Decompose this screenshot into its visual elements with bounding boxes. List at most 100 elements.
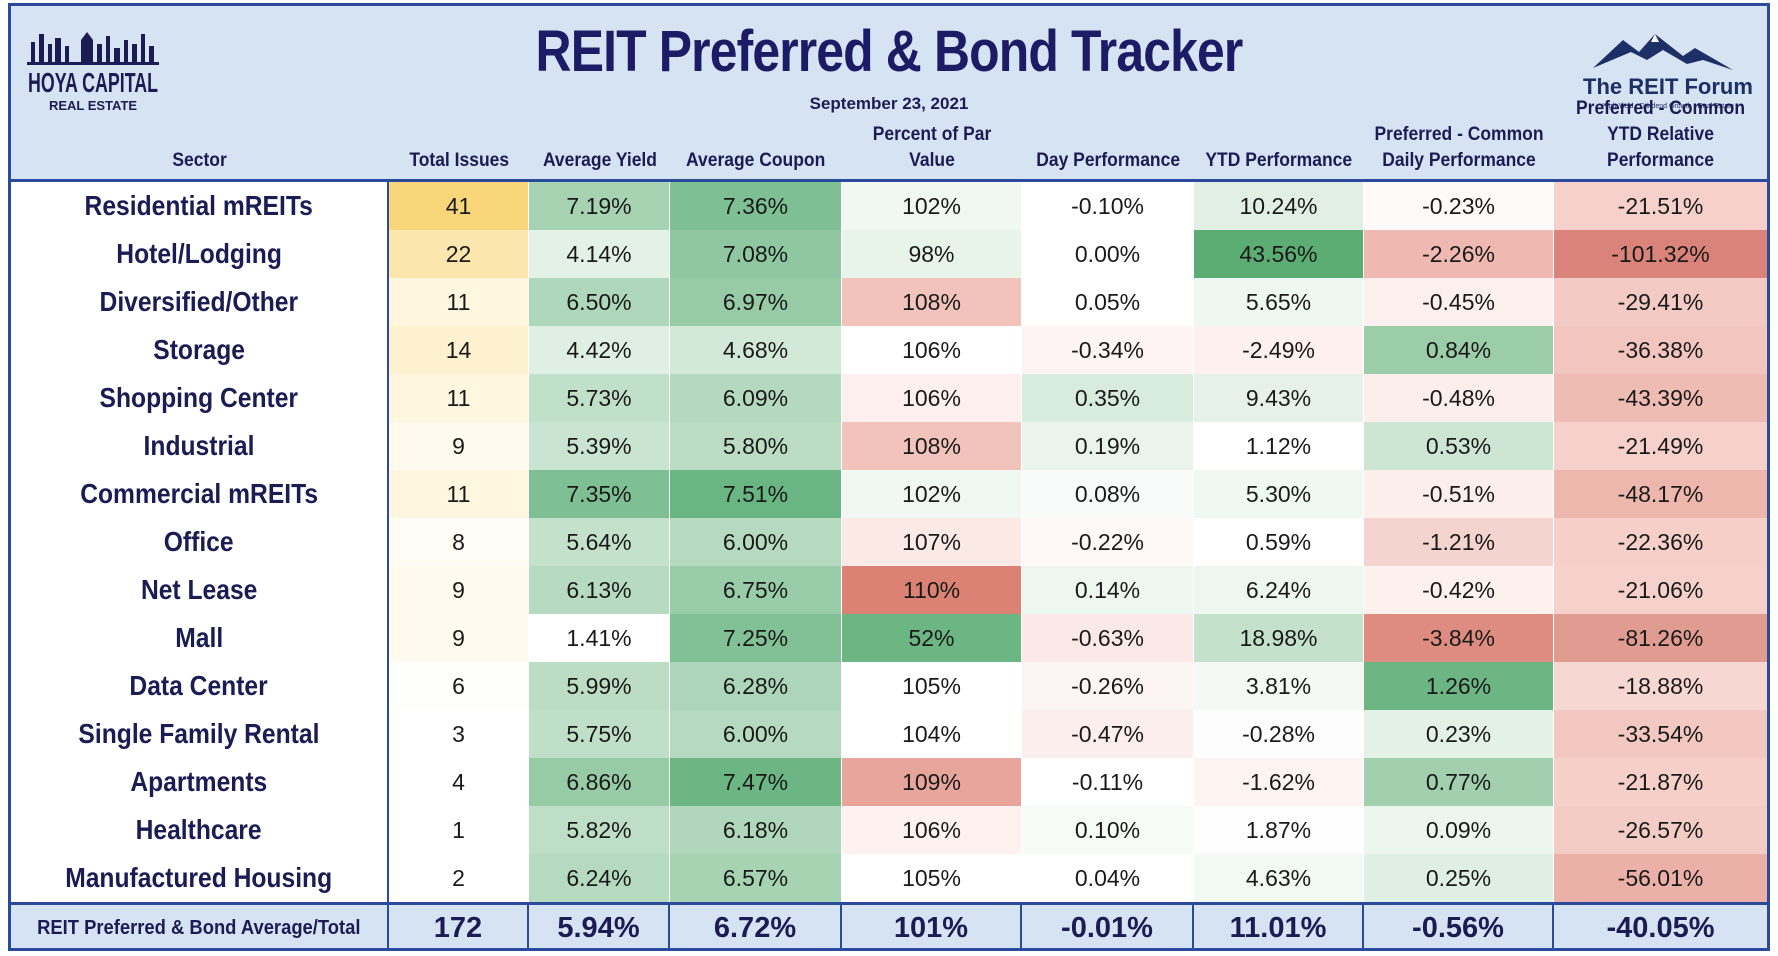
table-row: Apartments 4 6.86% 7.47% 109% -0.11% -1.62% 0.7… — [11, 758, 1767, 806]
cell-day-performance: 0.04% — [1022, 854, 1194, 902]
cell-pref-common-daily: -0.23% — [1364, 182, 1554, 230]
sector-name: Healthcare — [11, 806, 389, 854]
cell-total-issues: 11 — [389, 470, 529, 518]
cell-average-coupon: 7.08% — [670, 230, 842, 278]
cell-day-performance: -0.34% — [1022, 326, 1194, 374]
table-header: HOYA CAPITAL REAL ESTATE REIT Preferred … — [11, 6, 1767, 182]
page-title: REIT Preferred & Bond Tracker — [535, 19, 1244, 84]
cell-total-issues: 9 — [389, 422, 529, 470]
col-header-pref-common-daily: Preferred - Common Daily Performance — [1374, 124, 1544, 171]
cell-ytd-performance: 4.63% — [1194, 854, 1364, 902]
cell-pref-common-daily: 0.84% — [1364, 326, 1554, 374]
cell-pref-common-daily: -0.42% — [1364, 566, 1554, 614]
sector-name: Storage — [11, 326, 389, 374]
cell-average-yield: 5.39% — [529, 422, 670, 470]
cell-total-issues: 14 — [389, 326, 529, 374]
cell-average-yield: 5.82% — [529, 806, 670, 854]
sector-name: Single Family Rental — [11, 710, 389, 758]
cell-average-yield: 7.35% — [529, 470, 670, 518]
cell-percent-of-par: 110% — [842, 566, 1022, 614]
svg-text:The REIT Forum: The REIT Forum — [1583, 74, 1753, 99]
cell-average-coupon: 7.25% — [670, 614, 842, 662]
sector-label: Diversified/Other — [99, 286, 299, 317]
cell-pref-common-daily: 0.53% — [1364, 422, 1554, 470]
cell-ytd-performance: -2.49% — [1194, 326, 1364, 374]
cell-percent-of-par: 107% — [842, 518, 1022, 566]
hoya-capital-logo: HOYA CAPITAL REAL ESTATE — [21, 14, 171, 124]
cell-average-yield: 7.19% — [529, 182, 670, 230]
cell-percent-of-par: 105% — [842, 662, 1022, 710]
cell-day-performance: -0.63% — [1022, 614, 1194, 662]
cell-total-issues: 41 — [389, 182, 529, 230]
cell-day-performance: -0.22% — [1022, 518, 1194, 566]
cell-pref-common-ytd: -21.87% — [1554, 758, 1767, 806]
table-row: Office 8 5.64% 6.00% 107% -0.22% 0.59% -1.21% -2… — [11, 518, 1767, 566]
cell-ytd-performance: 18.98% — [1194, 614, 1364, 662]
cell-total-issues: 8 — [389, 518, 529, 566]
cell-total-issues: 9 — [389, 614, 529, 662]
cell-percent-of-par: 102% — [842, 470, 1022, 518]
table-row: Shopping Center 11 5.73% 6.09% 106% 0.35% 9.43… — [11, 374, 1767, 422]
sector-label: Residential mREITs — [84, 190, 314, 221]
cell-ytd-performance: 5.30% — [1194, 470, 1364, 518]
footer-percent-of-par: 101% — [842, 905, 1022, 948]
sector-label: Office — [164, 526, 234, 557]
table-row: Manufactured Housing 2 6.24% 6.57% 105% 0.04%… — [11, 854, 1767, 902]
footer-label: REIT Preferred & Bond Average/Total — [11, 905, 389, 948]
cell-ytd-performance: -1.62% — [1194, 758, 1364, 806]
table-row: Diversified/Other 11 6.50% 6.97% 108% 0.05% 5.… — [11, 278, 1767, 326]
cell-percent-of-par: 106% — [842, 374, 1022, 422]
cell-total-issues: 6 — [389, 662, 529, 710]
table-row: Residential mREITs 41 7.19% 7.36% 102% -0.10%… — [11, 182, 1767, 230]
cell-pref-common-ytd: -26.57% — [1554, 806, 1767, 854]
cell-percent-of-par: 106% — [842, 806, 1022, 854]
table-row: Mall 9 1.41% 7.25% 52% -0.63% 18.98% -3.84% -81.… — [11, 614, 1767, 662]
sector-name: Manufactured Housing — [11, 854, 389, 902]
sector-name: Apartments — [11, 758, 389, 806]
cell-average-coupon: 7.47% — [670, 758, 842, 806]
cell-pref-common-ytd: -33.54% — [1554, 710, 1767, 758]
col-header-percent-of-par: Percent of Par Value — [872, 124, 992, 171]
cell-ytd-performance: 1.12% — [1194, 422, 1364, 470]
sector-label: Net Lease — [140, 574, 258, 605]
cell-day-performance: -0.47% — [1022, 710, 1194, 758]
cell-average-yield: 6.13% — [529, 566, 670, 614]
cell-total-issues: 22 — [389, 230, 529, 278]
table-row: Single Family Rental 3 5.75% 6.00% 104% -0.47… — [11, 710, 1767, 758]
sector-name: Industrial — [11, 422, 389, 470]
col-header-pref-common-ytd: Preferred - Common YTD Relative Performa… — [1575, 98, 1745, 171]
sector-name: Commercial mREITs — [11, 470, 389, 518]
cell-percent-of-par: 106% — [842, 326, 1022, 374]
cell-percent-of-par: 102% — [842, 182, 1022, 230]
col-header-average-yield: Average Yield — [542, 150, 657, 171]
cell-pref-common-ytd: -22.36% — [1554, 518, 1767, 566]
cell-average-coupon: 7.36% — [670, 182, 842, 230]
tracker-table: HOYA CAPITAL REAL ESTATE REIT Preferred … — [8, 3, 1770, 951]
table-row: Data Center 6 5.99% 6.28% 105% -0.26% 3.81% 1.2… — [11, 662, 1767, 710]
table-row: Hotel/Lodging 22 4.14% 7.08% 98% 0.00% 43.56% -… — [11, 230, 1767, 278]
cell-ytd-performance: -0.28% — [1194, 710, 1364, 758]
footer-ytd-performance: 11.01% — [1194, 905, 1364, 948]
cell-pref-common-ytd: -21.51% — [1554, 182, 1767, 230]
col-header-sector: Sector — [172, 150, 228, 171]
col-header-ytd-performance: YTD Performance — [1205, 150, 1353, 171]
cell-day-performance: 0.14% — [1022, 566, 1194, 614]
cell-pref-common-daily: 0.25% — [1364, 854, 1554, 902]
reit-forum-logo: The REIT Forum High Yield · Dividend Gro… — [1583, 26, 1753, 116]
cell-ytd-performance: 43.56% — [1194, 230, 1364, 278]
svg-text:REAL ESTATE: REAL ESTATE — [49, 98, 137, 113]
cell-ytd-performance: 5.65% — [1194, 278, 1364, 326]
cell-ytd-performance: 9.43% — [1194, 374, 1364, 422]
cell-pref-common-ytd: -21.06% — [1554, 566, 1767, 614]
sector-name: Diversified/Other — [11, 278, 389, 326]
cell-average-coupon: 6.09% — [670, 374, 842, 422]
cell-average-yield: 5.73% — [529, 374, 670, 422]
cell-average-yield: 6.24% — [529, 854, 670, 902]
cell-day-performance: 0.05% — [1022, 278, 1194, 326]
cell-total-issues: 1 — [389, 806, 529, 854]
cell-average-yield: 6.50% — [529, 278, 670, 326]
cell-total-issues: 4 — [389, 758, 529, 806]
cell-average-coupon: 6.57% — [670, 854, 842, 902]
cell-day-performance: -0.26% — [1022, 662, 1194, 710]
sector-label: Hotel/Lodging — [116, 238, 282, 269]
